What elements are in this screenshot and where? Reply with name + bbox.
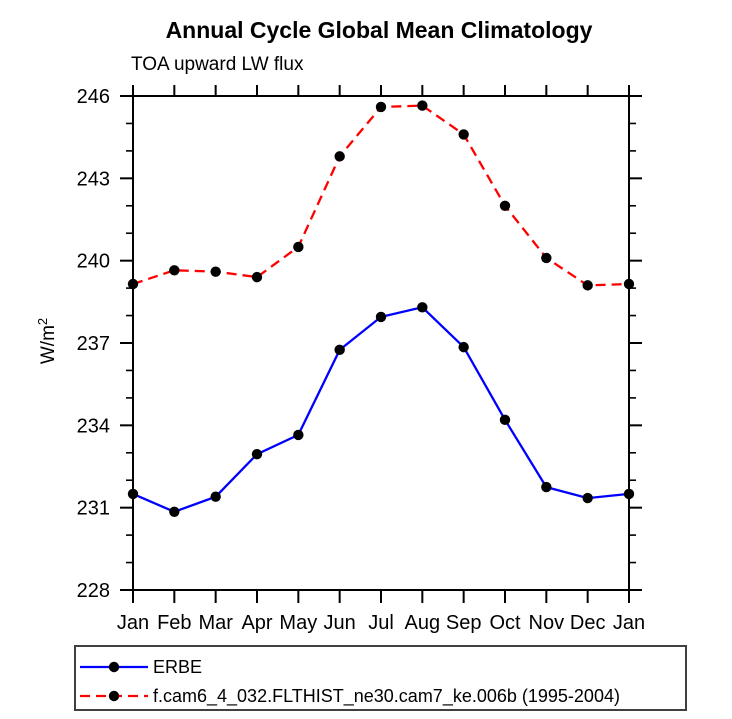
svg-text:May: May bbox=[279, 612, 317, 634]
legend-marker-model bbox=[108, 690, 120, 702]
svg-text:228: 228 bbox=[77, 580, 110, 602]
plot-series bbox=[127, 100, 635, 517]
legend-label-model: f.cam6_4_032.FLTHIST_ne30.cam7_ke.006b (… bbox=[153, 686, 620, 707]
svg-text:237: 237 bbox=[77, 333, 110, 355]
svg-text:246: 246 bbox=[77, 86, 110, 108]
svg-text:Jun: Jun bbox=[324, 612, 356, 634]
chart-title: Annual Cycle Global Mean Climatology bbox=[166, 17, 593, 43]
svg-text:231: 231 bbox=[77, 498, 110, 520]
svg-text:243: 243 bbox=[77, 168, 110, 190]
chart-subtitle: TOA upward LW flux bbox=[131, 54, 304, 75]
svg-text:Apr: Apr bbox=[241, 612, 272, 634]
y-axis-title: W/m2 bbox=[35, 318, 59, 364]
svg-text:240: 240 bbox=[77, 251, 110, 273]
svg-text:Oct: Oct bbox=[489, 612, 521, 634]
legend: ERBE f.cam6_4_032.FLTHIST_ne30.cam7_ke.0… bbox=[74, 645, 687, 711]
legend-box bbox=[74, 645, 687, 711]
legend-label-erbe: ERBE bbox=[153, 657, 202, 677]
svg-text:Mar: Mar bbox=[198, 612, 233, 634]
svg-text:Jan: Jan bbox=[117, 612, 149, 634]
svg-text:Jul: Jul bbox=[368, 612, 394, 634]
legend-marker-erbe bbox=[108, 661, 120, 673]
svg-text:W/m2: W/m2 bbox=[35, 318, 59, 364]
plot-frame bbox=[132, 95, 630, 591]
svg-text:Nov: Nov bbox=[529, 612, 565, 634]
svg-text:Aug: Aug bbox=[405, 612, 441, 634]
svg-text:Sep: Sep bbox=[446, 612, 482, 634]
axis-ticks bbox=[120, 85, 642, 603]
y-tick-labels: 228 231 234 237 240 243 246 bbox=[77, 86, 110, 602]
svg-text:Jan: Jan bbox=[613, 612, 645, 634]
svg-text:234: 234 bbox=[77, 415, 110, 437]
svg-text:Feb: Feb bbox=[157, 612, 191, 634]
x-tick-labels: Jan Feb Mar Apr May Jun Jul Aug Sep Oct Nov Dec Jan bbox=[117, 612, 645, 634]
svg-text:Dec: Dec bbox=[570, 612, 606, 634]
